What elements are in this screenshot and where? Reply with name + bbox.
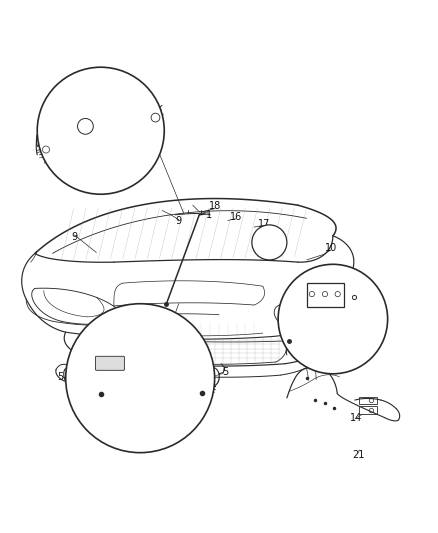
Text: 15: 15 [169,369,181,379]
Circle shape [37,67,164,194]
Circle shape [252,225,287,260]
Text: 22: 22 [86,350,98,360]
Text: 9: 9 [176,216,182,227]
Text: 1: 1 [206,210,212,220]
Text: 2: 2 [201,356,207,366]
Text: 4: 4 [136,103,142,113]
Text: 6: 6 [148,116,154,126]
Text: 14: 14 [300,326,313,336]
Circle shape [278,264,388,374]
Text: 5: 5 [223,367,229,377]
Text: 16: 16 [230,212,242,222]
Text: 9: 9 [71,232,78,242]
Text: 9: 9 [82,107,88,117]
Text: 18: 18 [208,201,221,212]
Text: 14: 14 [350,413,362,423]
Text: 23: 23 [142,339,154,349]
Text: 6: 6 [65,139,71,149]
Text: 11: 11 [309,298,321,308]
Circle shape [66,304,215,453]
Text: 5: 5 [57,372,64,382]
Text: 8: 8 [93,153,99,163]
FancyBboxPatch shape [95,356,124,370]
Text: 17: 17 [258,219,270,229]
Text: 3: 3 [154,349,160,359]
Text: 21: 21 [352,450,364,460]
Text: 10: 10 [325,243,337,253]
